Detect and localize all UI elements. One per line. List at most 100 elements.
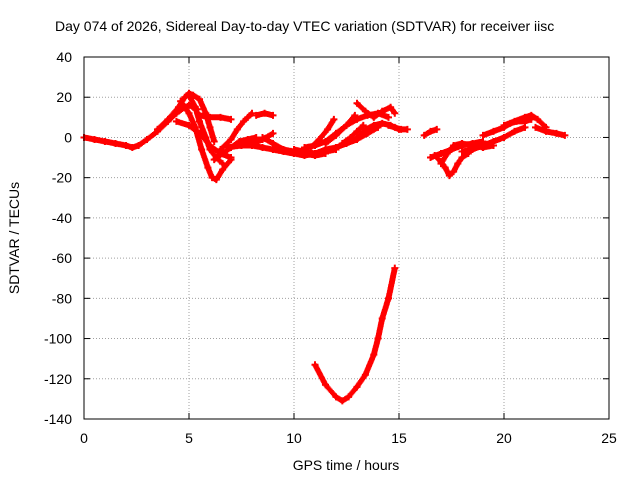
data-point — [561, 131, 569, 139]
data-point — [204, 164, 212, 172]
data-point — [445, 172, 453, 180]
plot-frame — [83, 56, 610, 420]
data-point — [322, 146, 329, 154]
data-point — [427, 127, 434, 135]
data-point — [338, 397, 346, 405]
data-point — [227, 115, 235, 123]
data-point — [244, 113, 252, 121]
data-point — [238, 141, 245, 149]
x-axis-label: GPS time / hours — [293, 457, 400, 473]
data-point — [521, 113, 529, 121]
data-point — [185, 109, 193, 117]
series-track-5 — [172, 117, 235, 162]
data-point — [177, 97, 185, 105]
data-point — [143, 135, 151, 143]
series-track-21 — [385, 121, 411, 133]
data-point — [353, 133, 361, 141]
data-point — [403, 125, 411, 133]
y-tick-label: 40 — [56, 49, 72, 65]
data-point — [361, 371, 369, 379]
data-point — [385, 113, 392, 121]
data-point — [206, 123, 214, 131]
x-tick-labels: 0 5 10 15 20 25 — [80, 430, 617, 446]
series-track-11 — [252, 109, 277, 119]
data-point — [307, 144, 315, 151]
data-point — [240, 117, 248, 125]
data-point — [315, 135, 323, 143]
data-point — [391, 109, 399, 117]
data-point — [378, 119, 386, 127]
data-point — [322, 139, 329, 147]
data-point — [378, 107, 386, 115]
data-point — [128, 144, 136, 151]
data-point — [353, 127, 361, 135]
data-point — [227, 154, 235, 162]
data-point — [490, 137, 497, 145]
data-point — [553, 129, 560, 137]
data-point — [206, 113, 214, 121]
data-point — [450, 141, 458, 149]
data-point — [443, 150, 451, 158]
data-point — [290, 146, 298, 154]
data-point — [191, 103, 199, 111]
chart-title: Day 074 of 2026, Sidereal Day-to-day VTE… — [55, 18, 554, 34]
data-point — [217, 113, 224, 121]
data-point — [385, 121, 392, 129]
data-point — [542, 127, 550, 135]
data-point — [322, 381, 329, 389]
series-track-27 — [458, 123, 529, 156]
data-point — [210, 137, 218, 145]
data-point — [269, 129, 277, 137]
data-point — [219, 166, 227, 174]
data-point — [175, 103, 182, 111]
y-tick-label: -120 — [44, 371, 72, 387]
y-tick-label: -80 — [52, 290, 72, 306]
y-tick-label: -40 — [52, 210, 72, 226]
series-track-23 — [311, 264, 399, 405]
data-point — [196, 117, 203, 125]
data-point — [233, 125, 241, 133]
data-point — [347, 133, 355, 141]
data-point — [223, 144, 231, 151]
series-track-22 — [420, 125, 441, 139]
data-point — [437, 160, 445, 168]
data-point — [332, 393, 340, 401]
data-point — [324, 125, 332, 133]
y-tick-label: 20 — [56, 89, 72, 105]
data-point — [397, 125, 405, 133]
data-point — [490, 127, 497, 135]
data-point — [208, 174, 216, 182]
data-point — [458, 148, 466, 156]
data-point — [391, 264, 399, 272]
data-point — [330, 115, 338, 123]
data-point — [391, 123, 399, 131]
data-point — [469, 146, 476, 154]
x-tick-label: 0 — [80, 430, 88, 446]
data-point — [172, 117, 180, 125]
data-point — [217, 146, 224, 154]
data-point — [345, 393, 353, 401]
data-point — [370, 351, 378, 359]
data-point — [210, 156, 218, 164]
data-point — [269, 146, 277, 154]
x-tick-label: 10 — [286, 430, 302, 446]
data-point — [135, 141, 143, 149]
data-point — [269, 139, 277, 147]
data-point — [219, 150, 227, 158]
data-point — [427, 154, 434, 162]
data-point — [311, 361, 319, 369]
data-point — [301, 144, 308, 151]
data-point — [154, 125, 161, 133]
data-point — [196, 111, 203, 119]
x-tick-label: 5 — [185, 430, 193, 446]
data-point — [351, 111, 359, 119]
series-track-16 — [307, 115, 338, 151]
data-point — [378, 314, 386, 322]
data-point — [101, 137, 109, 145]
data-point — [479, 141, 487, 149]
y-tick-label: -20 — [52, 170, 72, 186]
x-tick-label: 25 — [601, 430, 617, 446]
data-point — [353, 99, 361, 107]
data-point — [311, 150, 319, 158]
